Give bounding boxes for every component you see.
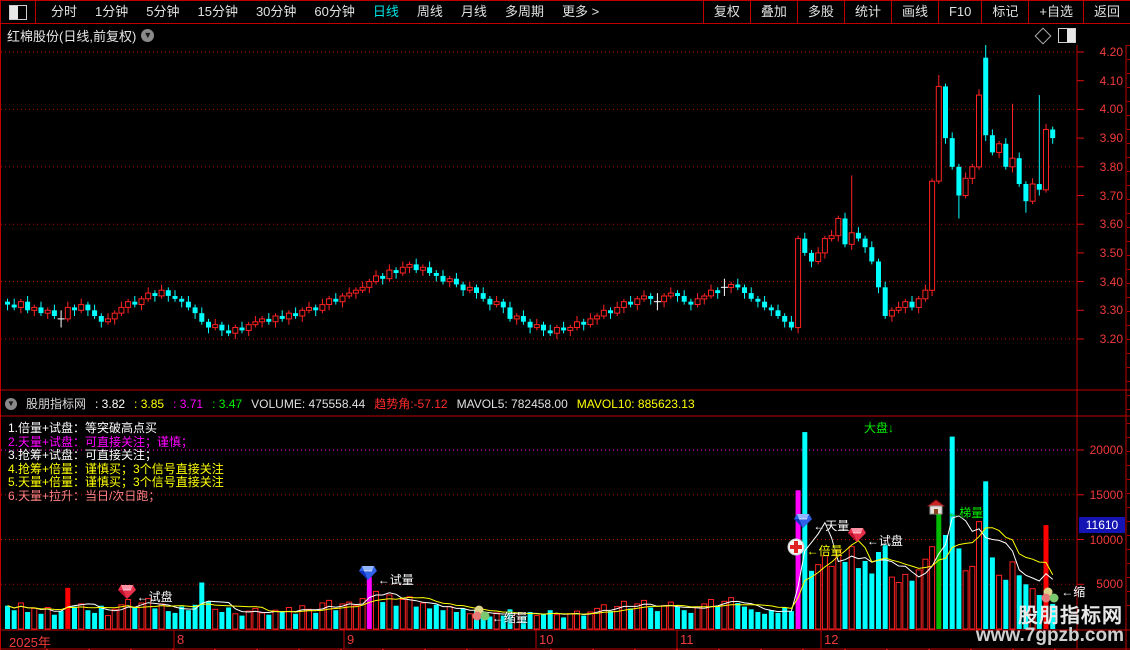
signal-label: ←倍量 [806,544,843,558]
signal-label: ←试盘 [136,590,173,604]
indicator-value: : 3.82 [95,396,126,411]
indicator-value: 趋势角:-57.12 [374,397,448,411]
indicator-value: : 3.85 [134,396,165,411]
signal-label: ←梯量 [947,506,984,520]
legend-line: 6.天量+拉升：当日/次日跑； [8,488,161,503]
period-tab-月线[interactable]: 月线 [460,4,487,19]
gem-blue-icon [793,513,813,531]
indicator-value: : 3.71 [173,396,204,411]
indicator-collapse-icon[interactable]: ▼ [5,397,17,410]
legend-line: 3.抢筹+试盘：可直接关注； [8,448,158,463]
date-label-10: 10 [539,632,554,647]
period-tab-60分钟[interactable]: 60分钟 [314,4,355,19]
latest-volume-tag: 11610 [1079,517,1125,534]
toolbar-right-buttons: 复权 叠加 多股 统计 画线 F10 标记 +自选 返回 [702,1,1130,23]
stock-title: 红棉股份(日线,前复权) [7,28,137,44]
price-label-3.50: 3.50 [1099,245,1123,260]
diamond-marker-icon[interactable] [1034,27,1052,44]
indicator-value: VOLUME: 475558.44 [251,396,366,411]
period-tab-5分钟[interactable]: 5分钟 [146,4,180,19]
date-label-11: 11 [680,632,694,647]
gem-blue-icon [358,565,378,583]
period-tab-15分钟[interactable]: 15分钟 [197,4,238,19]
signal-label: ←天量 [813,519,850,533]
period-tab-日线[interactable]: 日线 [372,4,399,19]
price-label-4.10: 4.10 [1099,73,1123,88]
split-square-icon [9,4,27,20]
indicator-value: MAVOL10: 885623.13 [576,396,695,411]
balls-icon [472,605,492,623]
legend-line: 5.天量+倍量：谨慎买；3个信号直接关注 [8,475,224,490]
date-label-8: 8 [177,632,185,647]
toolbar-button-+自选[interactable]: +自选 [1029,1,1084,23]
chart-canvas[interactable] [1,29,1130,650]
watermark-site-url: www.7gpzb.com [975,625,1124,646]
price-label-3.20: 3.20 [1099,332,1123,346]
date-label-9: 9 [347,632,355,647]
market-direction-label: 大盘↓ [864,421,895,435]
signal-label: ←试盘 [866,534,903,548]
gem-red-icon [117,584,137,602]
signal-label: ←缩量 [491,611,528,625]
toolbar-button-标记[interactable]: 标记 [982,1,1030,23]
period-tab-分时[interactable]: 分时 [51,4,78,19]
price-label-3.70: 3.70 [1099,188,1123,203]
period-tab-1分钟[interactable]: 1分钟 [95,4,129,19]
layout-toggle-button[interactable] [1,1,36,23]
period-tab-多周期[interactable]: 多周期 [504,4,544,19]
toolbar-button-叠加[interactable]: 叠加 [751,1,798,23]
right-scale-ticks [1127,45,1130,606]
toolbar-button-多股[interactable]: 多股 [798,1,845,23]
legend-line: 4.抢筹+倍量：谨慎买；3个信号直接关注 [8,461,224,476]
volume-label-5000: 5000 [1096,577,1123,592]
period-tab-更多 >[interactable]: 更多 > [561,4,600,19]
chart-title-row[interactable]: 红棉股份(日线,前复权) ▼ [7,27,155,44]
volume-label-10000: 10000 [1089,532,1123,547]
indicator-value: MAVOL5: 782458.00 [456,396,568,411]
price-label-4.00: 4.00 [1099,102,1123,117]
toolbar-button-复权[interactable]: 复权 [704,1,751,23]
pane-split-icon[interactable] [1058,28,1076,43]
price-label-3.80: 3.80 [1099,159,1123,174]
house-icon [926,499,947,517]
indicator-value: : 3.47 [212,396,243,411]
signal-label: ←缩 [1061,585,1086,599]
toolbar-button-画线[interactable]: 画线 [892,1,939,23]
date-label-2025年: 2025年 [9,635,51,650]
title-right-icons [1034,27,1076,44]
cross-icon [787,538,807,556]
date-label-12: 12 [824,632,839,647]
balls-icon [1041,587,1061,605]
toolbar-button-统计[interactable]: 统计 [845,1,892,23]
toolbar-button-F10[interactable]: F10 [939,1,983,23]
watermark-site-name: 股朋指标网 [1018,605,1123,627]
indicator-value: 股朋指标网 [26,397,87,411]
gem-red-icon [847,527,867,545]
indicator-header[interactable]: ▼ 股朋指标网 : 3.82 : 3.85 : 3.71 : 3.47 VOLUME: 4… [5,395,695,412]
legend-line: 2.天量+试盘：可直接关注；谨慎； [8,434,194,449]
volume-label-15000: 15000 [1089,487,1123,502]
signal-legend: 1.倍量+试盘：等突破高点买 2.天量+试盘：可直接关注；谨慎； 3.抢筹+试盘：可… [8,421,224,504]
chevron-down-icon[interactable]: ▼ [141,28,155,42]
signal-label: ←试量 [377,573,414,587]
price-label-4.20: 4.20 [1099,45,1123,59]
period-tab-30分钟[interactable]: 30分钟 [255,4,297,19]
price-label-3.90: 3.90 [1099,131,1123,146]
top-toolbar: 分时 1分钟 5分钟 15分钟 30分钟 60分钟 日线 周线 月线 多周期 更多 > 复权 叠加 多股… [1,1,1130,24]
price-label-3.60: 3.60 [1099,217,1123,232]
period-tab-周线[interactable]: 周线 [416,4,443,19]
period-tabs: 分时 1分钟 5分钟 15分钟 30分钟 60分钟 日线 周线 月线 多周期 更多 > [42,1,608,23]
volume-label-20000: 20000 [1089,443,1123,457]
price-label-3.30: 3.30 [1099,303,1123,318]
price-label-3.40: 3.40 [1099,274,1123,289]
toolbar-button-返回[interactable]: 返回 [1084,1,1130,23]
legend-line: 1.倍量+试盘：等突破高点买 [8,421,158,435]
